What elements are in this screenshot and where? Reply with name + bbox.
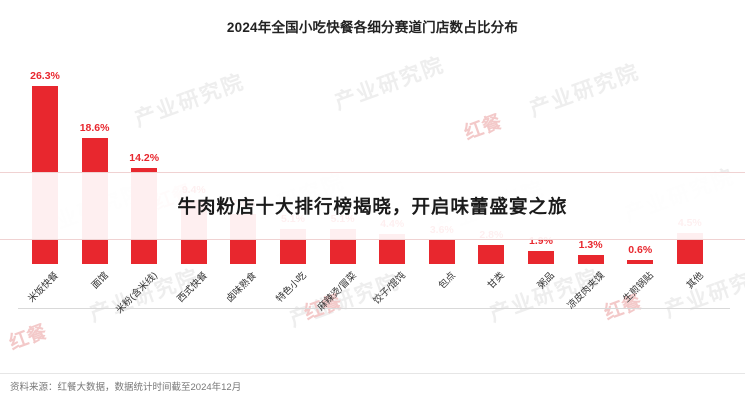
banner-divider-bottom — [0, 239, 745, 240]
headline-text: 牛肉粉店十大排行榜揭晓，开启味蕾盛宴之旅 — [177, 196, 568, 217]
bar[interactable] — [528, 251, 554, 264]
bar-group: 1.3% — [577, 239, 604, 264]
bar-value-label: 14.2% — [129, 151, 160, 164]
bar[interactable] — [627, 259, 654, 264]
x-axis-line — [18, 308, 730, 309]
chart-title: 2024年全国小吃快餐各细分赛道门店数占比分布 — [226, 20, 519, 35]
article-headline-banner: 牛肉粉店十大排行榜揭晓，开启味蕾盛宴之旅 — [0, 172, 745, 240]
bar[interactable] — [577, 255, 604, 264]
bar[interactable] — [478, 245, 505, 264]
bar-group: 2.8% — [478, 229, 505, 264]
footer-divider — [0, 373, 745, 374]
bar[interactable] — [428, 239, 455, 264]
bar-value-label: 1.3% — [578, 239, 603, 252]
source-note: 资料来源：红餐大数据，数据统计时间截至2024年12月 — [10, 382, 242, 393]
bar-value-label: 26.3% — [30, 69, 60, 82]
banner-divider-top — [0, 172, 745, 173]
bar-group: 3.6% — [428, 224, 455, 264]
bar-group: 1.9% — [528, 235, 554, 264]
bar-value-label: 18.6% — [79, 121, 110, 134]
bar-value-label: 0.6% — [628, 243, 653, 256]
bar-group: 0.6% — [627, 244, 654, 264]
